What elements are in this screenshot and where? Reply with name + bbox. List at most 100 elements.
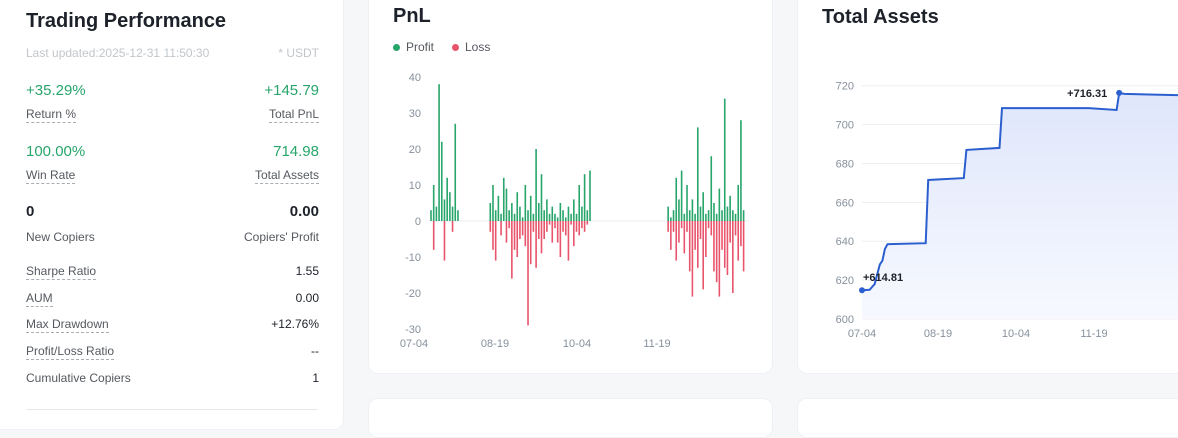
max-drawdown-label[interactable]: Max Drawdown	[26, 317, 109, 333]
pnl-loss-bar	[680, 221, 683, 229]
pnl-profit-bar	[502, 177, 505, 221]
lower-card-right	[797, 398, 1178, 438]
pnl-profit-bar	[537, 203, 540, 221]
total-assets-value: 714.98	[273, 143, 319, 160]
pnl-profit-bar	[457, 210, 459, 221]
pnl-profit-bar	[432, 185, 435, 221]
pnl-profit-bar	[443, 199, 446, 221]
pnl-loss-bar	[583, 221, 586, 232]
aum-label[interactable]: AUM	[26, 291, 53, 307]
aum-value: 0.00	[295, 291, 319, 305]
pnl-profit-bar	[527, 210, 529, 221]
pnl-profit-bar	[513, 213, 516, 221]
pnl-profit-bar	[543, 210, 545, 221]
pnl-loss-bar	[715, 221, 718, 283]
pnl-profit-bar	[446, 177, 448, 221]
pnl-loss-bar	[570, 221, 572, 225]
pnl-profit-bar	[732, 210, 734, 221]
pnl-profit-bar	[726, 206, 729, 221]
pnl-profit-bar	[694, 213, 696, 221]
pnl-y-tick-label: -10	[405, 252, 421, 264]
assets-y-tick-label: 660	[836, 197, 854, 209]
pnl-profit-bar	[670, 217, 672, 221]
total-assets-label[interactable]: Total Assets	[254, 168, 319, 184]
pnl-profit-bar	[586, 210, 589, 221]
new-copiers-value: 0	[26, 203, 35, 220]
pnl-profit-bar	[500, 213, 502, 221]
max-drawdown-value: +12.76%	[271, 317, 319, 331]
pnl-loss-bar	[573, 221, 575, 247]
legend-loss-label: Loss	[465, 40, 491, 54]
assets-x-tick-label: 10-04	[1002, 328, 1030, 340]
pnl-profit-bar	[742, 210, 745, 221]
pnl-profit-bar	[686, 185, 688, 221]
pnl-profit-bar	[675, 177, 678, 221]
pnl-profit-bar	[688, 210, 691, 221]
assets-annotation-dot	[1116, 89, 1123, 96]
pnl-loss-bar	[567, 221, 570, 261]
pnl-loss-bar	[511, 221, 513, 279]
pnl-profit-bar	[564, 217, 567, 221]
pnl-loss-bar	[705, 221, 707, 257]
pnl-loss-bar	[713, 221, 715, 272]
pnl-x-tick-label: 08-19	[481, 338, 509, 350]
pnl-profit-bar	[540, 174, 543, 221]
total-pnl-label[interactable]: Total PnL	[268, 107, 319, 123]
pnl-profit-bar	[573, 199, 575, 221]
pnl-profit-bar	[707, 210, 710, 221]
pnl-loss-bar	[532, 221, 535, 232]
pnl-x-tick-label: 11-19	[643, 338, 670, 350]
pnl-chart[interactable]: 40 30 20 10 0 -10 -20 -30 07-04 08-19 10-04 11-19	[369, 0, 774, 375]
total-assets-chart[interactable]: 720 700 680 660 640 620 600 +614.81 +716.31 07-04…	[798, 0, 1178, 375]
pnl-profit-bar	[583, 174, 586, 221]
pnl-loss-bar	[494, 221, 497, 261]
pnl-loss-bar	[740, 221, 742, 247]
pnl-loss-bar	[694, 221, 696, 250]
pnl-profit-bar	[562, 210, 564, 221]
pnl-loss-bar	[672, 221, 675, 232]
pnl-profit-bar	[438, 84, 440, 221]
pnl-profit-bar	[667, 206, 669, 221]
assets-y-tick-label: 700	[836, 120, 854, 132]
assets-y-tick-label: 720	[836, 81, 854, 93]
pnl-loss-bar	[575, 221, 578, 232]
pnl-loss-bar	[707, 221, 710, 229]
cumulative-copiers-label: Cumulative Copiers	[26, 371, 131, 385]
return-pct-label[interactable]: Return %	[26, 107, 77, 123]
sharpe-ratio-label[interactable]: Sharpe Ratio	[26, 264, 97, 280]
pnl-profit-bar	[691, 199, 694, 221]
cumulative-copiers-value: 1	[312, 371, 319, 385]
legend-loss[interactable]: Loss	[452, 40, 490, 54]
lower-card-left	[368, 398, 773, 438]
pnl-loss-bar	[562, 221, 564, 232]
pnl-loss-bar	[548, 221, 551, 225]
pnl-loss-bar	[556, 221, 559, 243]
pnl-title: PnL	[393, 5, 431, 27]
pnl-profit-bar	[535, 149, 537, 221]
pnl-profit-bar	[546, 199, 548, 221]
currency-note: * USDT	[278, 46, 319, 60]
pnl-loss-bar	[546, 221, 548, 232]
pnl-profit-bar	[454, 123, 457, 221]
pnl-loss-bar	[734, 221, 737, 236]
total-assets-card: Total Assets 720 700 680 660 640 620 600 +614.8…	[797, 0, 1178, 374]
pnl-loss-bar	[451, 221, 454, 232]
pnl-y-tick-label: -20	[405, 288, 421, 300]
profit-loss-ratio-label[interactable]: Profit/Loss Ratio	[26, 344, 115, 360]
pnl-profit-bar	[702, 192, 704, 221]
pnl-x-tick-label: 07-04	[400, 338, 428, 350]
assets-x-tick-label: 11-19	[1080, 328, 1107, 340]
win-rate-label[interactable]: Win Rate	[26, 168, 76, 184]
pnl-loss-bar	[554, 221, 556, 229]
pnl-profit-bar	[505, 188, 508, 221]
pnl-loss-bar	[732, 221, 734, 293]
pnl-profit-bar	[529, 195, 532, 221]
section-divider	[26, 409, 318, 410]
legend-profit[interactable]: Profit	[393, 40, 434, 54]
pnl-loss-bar	[696, 221, 699, 268]
pnl-loss-bar	[683, 221, 686, 254]
pnl-profit-bar	[489, 203, 492, 221]
profit-loss-ratio-value: --	[311, 344, 319, 358]
win-rate-value: 100.00%	[26, 143, 86, 160]
pnl-profit-bar	[497, 195, 500, 221]
